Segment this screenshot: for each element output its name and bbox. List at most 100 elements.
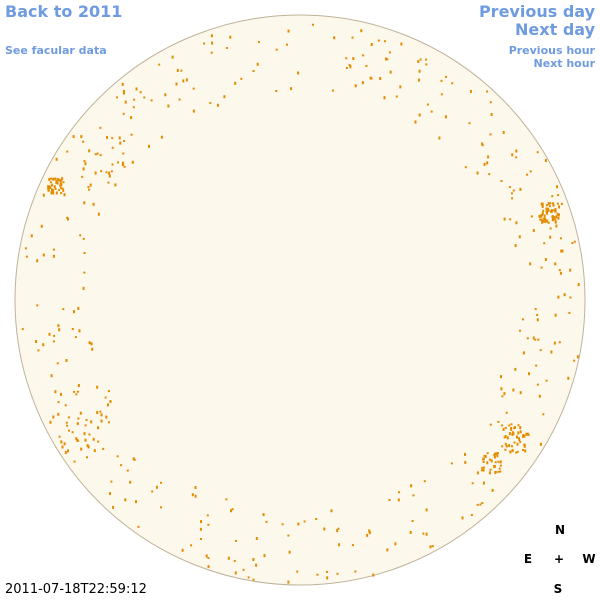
facula: [79, 411, 82, 415]
facula: [539, 442, 542, 446]
facula: [558, 341, 561, 344]
facula: [86, 456, 88, 459]
facula: [554, 262, 557, 266]
facula: [96, 152, 99, 155]
facular-link[interactable]: See facular data: [5, 44, 107, 57]
facula: [99, 154, 102, 157]
facula: [508, 186, 511, 189]
facula: [316, 573, 319, 576]
facula: [124, 100, 127, 104]
facula: [483, 454, 486, 457]
next-hour-link[interactable]: Next hour: [533, 57, 596, 70]
facula: [550, 350, 553, 354]
facula: [56, 181, 59, 185]
facula: [522, 435, 524, 438]
facula: [577, 283, 580, 287]
facula: [412, 494, 415, 497]
facula: [100, 419, 103, 423]
facula: [524, 449, 527, 453]
facula: [96, 385, 99, 389]
facula: [470, 514, 473, 516]
compass-south: S: [553, 582, 563, 596]
facula: [255, 563, 258, 567]
facula: [545, 207, 548, 211]
facula: [63, 193, 66, 197]
facula: [80, 447, 83, 451]
facula: [185, 78, 188, 82]
facula: [481, 142, 484, 146]
facula: [348, 64, 351, 66]
facula: [539, 349, 542, 352]
facula: [24, 247, 27, 250]
next-day-link[interactable]: Next day: [515, 20, 595, 39]
facula: [52, 415, 55, 419]
facula: [71, 328, 74, 330]
facula: [252, 558, 255, 561]
facula: [558, 205, 560, 209]
facula: [540, 214, 543, 218]
facula: [287, 534, 290, 537]
facula: [542, 217, 545, 220]
facula: [425, 532, 428, 536]
facula: [52, 191, 55, 195]
facula: [476, 503, 479, 506]
previous-day-link[interactable]: Previous day: [478, 2, 595, 21]
facula: [482, 468, 485, 472]
facula: [530, 215, 533, 218]
facula: [77, 306, 80, 310]
facula: [297, 71, 300, 75]
facula: [354, 570, 357, 573]
facula: [235, 539, 237, 542]
previous-hour-link[interactable]: Previous hour: [508, 44, 595, 57]
facula: [535, 364, 538, 367]
facula: [482, 457, 485, 461]
facula: [199, 527, 202, 531]
facula: [567, 376, 570, 380]
facula: [56, 178, 59, 182]
facula: [395, 95, 398, 98]
facula: [99, 410, 102, 413]
facula: [383, 96, 386, 100]
facula: [523, 443, 526, 446]
facula: [105, 171, 108, 174]
facula: [55, 181, 58, 184]
facula: [229, 35, 232, 39]
facula: [511, 449, 514, 452]
facula: [83, 271, 86, 274]
facula: [534, 338, 537, 341]
facula: [25, 255, 28, 258]
facula: [225, 498, 228, 501]
facula: [88, 149, 91, 153]
compass-west: W: [582, 552, 596, 566]
facula: [182, 79, 185, 83]
facula: [112, 505, 115, 509]
facula: [135, 500, 137, 504]
facula: [429, 545, 432, 549]
facula: [557, 213, 560, 217]
facula: [160, 481, 162, 484]
facula: [423, 480, 426, 483]
facula: [494, 471, 497, 474]
facula: [573, 359, 576, 362]
facula: [139, 91, 142, 94]
back-link[interactable]: Back to 2011: [5, 2, 123, 21]
facula: [430, 110, 433, 113]
facula: [90, 420, 93, 424]
facula: [504, 448, 507, 451]
facula: [336, 529, 339, 533]
facula: [487, 155, 490, 159]
facula: [489, 423, 492, 426]
facula: [36, 259, 39, 263]
facula: [50, 374, 53, 378]
facula: [60, 440, 63, 444]
facula: [175, 82, 178, 86]
facula: [330, 509, 333, 513]
facula: [121, 163, 124, 167]
facula: [50, 183, 53, 187]
facula: [91, 347, 94, 351]
facula: [559, 237, 562, 240]
facula: [515, 451, 518, 454]
facula: [518, 437, 520, 440]
facula: [287, 29, 290, 33]
facula: [107, 181, 110, 184]
